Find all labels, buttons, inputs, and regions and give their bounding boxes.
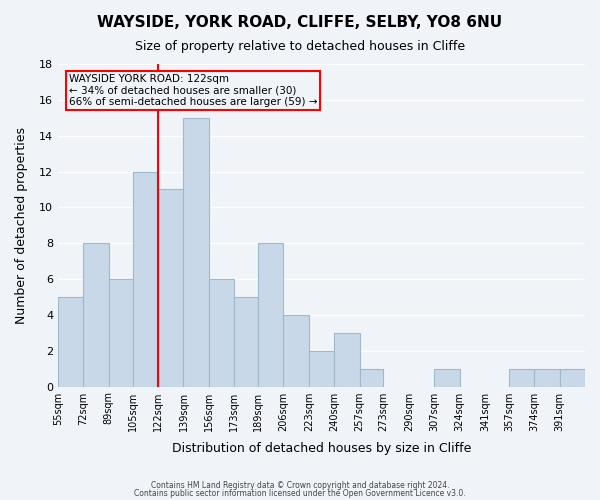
Bar: [334, 333, 359, 386]
Bar: [133, 172, 158, 386]
Bar: [283, 315, 309, 386]
Text: Contains public sector information licensed under the Open Government Licence v3: Contains public sector information licen…: [134, 488, 466, 498]
Bar: [509, 368, 534, 386]
Bar: [58, 297, 83, 386]
Text: WAYSIDE, YORK ROAD, CLIFFE, SELBY, YO8 6NU: WAYSIDE, YORK ROAD, CLIFFE, SELBY, YO8 6…: [97, 15, 503, 30]
Bar: [234, 297, 258, 386]
Text: WAYSIDE YORK ROAD: 122sqm
← 34% of detached houses are smaller (30)
66% of semi-: WAYSIDE YORK ROAD: 122sqm ← 34% of detac…: [68, 74, 317, 107]
Bar: [359, 368, 383, 386]
Bar: [83, 243, 109, 386]
Bar: [560, 368, 585, 386]
Bar: [184, 118, 209, 386]
Bar: [158, 190, 184, 386]
Text: Size of property relative to detached houses in Cliffe: Size of property relative to detached ho…: [135, 40, 465, 53]
Bar: [109, 279, 133, 386]
Bar: [258, 243, 283, 386]
Bar: [309, 350, 334, 386]
Y-axis label: Number of detached properties: Number of detached properties: [15, 127, 28, 324]
Bar: [434, 368, 460, 386]
Bar: [209, 279, 234, 386]
Bar: [534, 368, 560, 386]
Text: Contains HM Land Registry data © Crown copyright and database right 2024.: Contains HM Land Registry data © Crown c…: [151, 481, 449, 490]
X-axis label: Distribution of detached houses by size in Cliffe: Distribution of detached houses by size …: [172, 442, 471, 455]
